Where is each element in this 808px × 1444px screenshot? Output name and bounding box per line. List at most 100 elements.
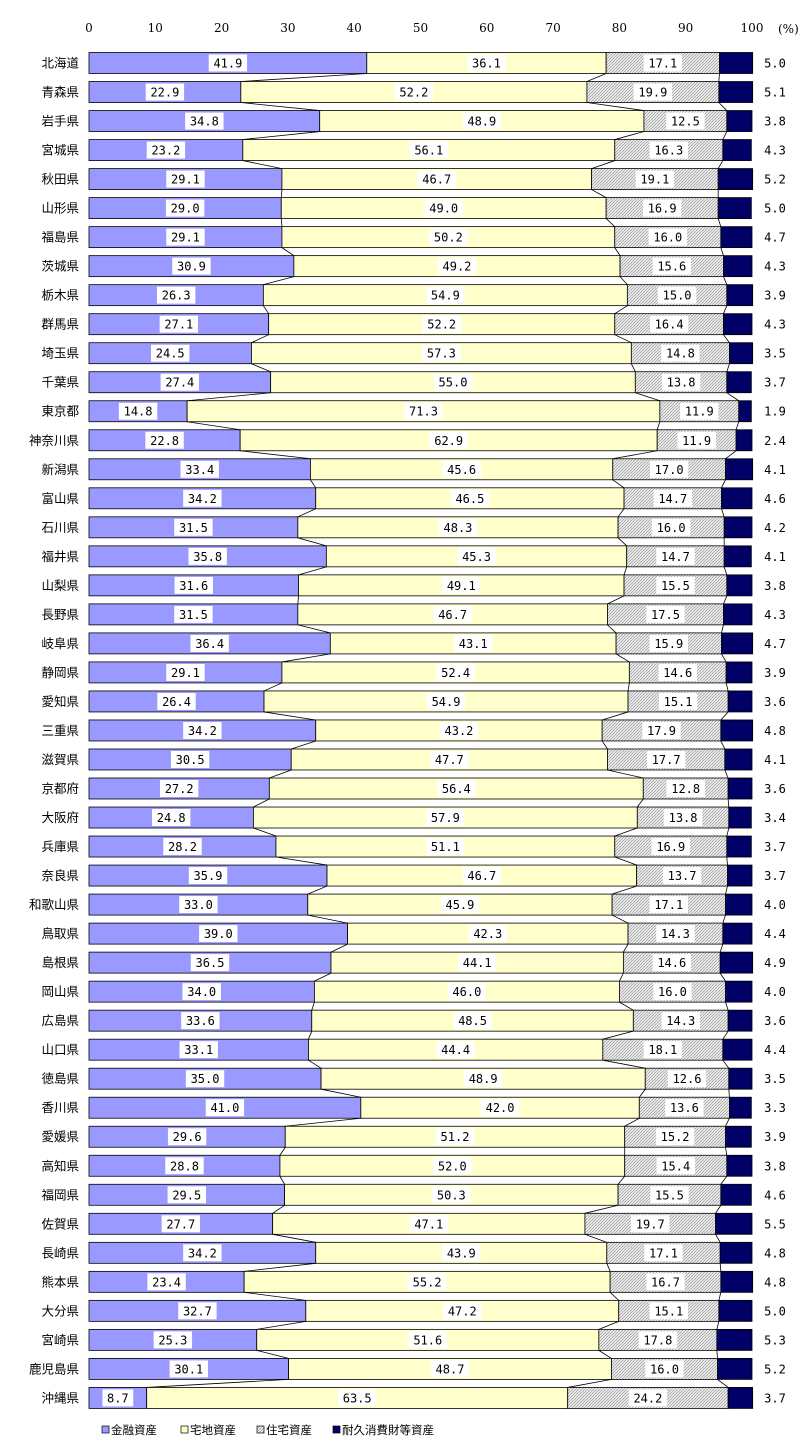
value-label-box bbox=[430, 750, 469, 768]
bar-row: 石川県 31.5 48.3 16.0 4.2 bbox=[41, 516, 786, 539]
value-label: 46.7 bbox=[438, 608, 467, 622]
value-label: 14.8 bbox=[666, 347, 695, 361]
value-label: 31.5 bbox=[179, 608, 208, 622]
value-label-box bbox=[118, 402, 158, 420]
connector-line bbox=[281, 247, 295, 256]
x-tick-label: 80 bbox=[612, 21, 627, 35]
connector-line bbox=[240, 450, 311, 460]
value-label-box bbox=[166, 228, 205, 246]
value-label: 17.7 bbox=[652, 753, 681, 767]
value-label-box bbox=[156, 286, 196, 304]
bar-segment bbox=[726, 835, 752, 858]
connector-line bbox=[723, 566, 728, 575]
connector-line bbox=[720, 247, 724, 256]
value-label-box bbox=[161, 1215, 201, 1233]
x-tick-label: 100 bbox=[741, 21, 764, 35]
value-label-box bbox=[169, 1360, 208, 1378]
value-label-box bbox=[167, 1128, 207, 1146]
value-label: 4.4 bbox=[764, 927, 786, 941]
category-label: 兵庫県 bbox=[41, 839, 79, 854]
value-label: 50.2 bbox=[434, 231, 463, 245]
value-label-box bbox=[666, 780, 705, 797]
category-label: 愛知県 bbox=[41, 694, 79, 709]
value-label: 17.0 bbox=[655, 463, 684, 477]
connector-line bbox=[717, 1379, 729, 1388]
value-label: 4.8 bbox=[764, 1246, 786, 1260]
value-label: 5.1 bbox=[764, 86, 786, 100]
connector-line bbox=[716, 1350, 718, 1359]
value-label-box bbox=[454, 634, 493, 652]
value-label: 35.0 bbox=[191, 1072, 220, 1086]
category-label: 山形県 bbox=[41, 201, 79, 216]
value-label: 16.7 bbox=[651, 1275, 680, 1289]
connector-line bbox=[263, 305, 270, 314]
value-label-box bbox=[159, 780, 199, 797]
value-label-box bbox=[152, 809, 191, 827]
connector-line bbox=[256, 1349, 289, 1359]
category-label: 山梨県 bbox=[41, 578, 79, 593]
legend-label: 住宅資産 bbox=[266, 1423, 312, 1437]
value-label-box bbox=[165, 1157, 204, 1175]
connector-line bbox=[719, 1263, 722, 1272]
value-label: 49.0 bbox=[429, 202, 458, 216]
connector-line bbox=[307, 885, 328, 895]
value-label: 48.9 bbox=[469, 1072, 498, 1086]
bar-row: 山形県 29.0 49.0 16.9 5.0 bbox=[41, 197, 786, 220]
value-label: 3.7 bbox=[764, 840, 786, 854]
value-label: 5.3 bbox=[764, 1333, 786, 1347]
bar-segment bbox=[728, 1067, 753, 1090]
value-label-box bbox=[450, 489, 490, 507]
legend-item: 宅地資産 bbox=[180, 1423, 236, 1437]
value-label-box bbox=[667, 1070, 707, 1088]
connector-line bbox=[187, 392, 271, 402]
value-label: 15.0 bbox=[663, 289, 692, 303]
value-label-box bbox=[457, 547, 496, 565]
connector-line bbox=[611, 885, 637, 895]
value-label: 15.5 bbox=[655, 1188, 684, 1202]
value-label: 17.1 bbox=[654, 898, 683, 912]
value-label-box bbox=[183, 1244, 222, 1262]
value-label: 14.3 bbox=[666, 1014, 695, 1028]
value-label: 5.0 bbox=[764, 1304, 786, 1318]
value-label: 27.7 bbox=[166, 1217, 195, 1231]
value-label: 51.6 bbox=[413, 1333, 442, 1347]
connector-line bbox=[615, 653, 630, 663]
value-label-box bbox=[426, 286, 465, 304]
bar-segment bbox=[727, 864, 753, 887]
value-label-box bbox=[422, 344, 461, 362]
value-label: 54.9 bbox=[431, 289, 460, 303]
connector-line bbox=[619, 276, 628, 285]
connector-line bbox=[720, 1176, 728, 1185]
connector-line bbox=[614, 334, 632, 344]
category-label: 広島県 bbox=[41, 1013, 79, 1028]
bar-row: 山口県 33.1 44.4 18.1 4.4 bbox=[41, 1038, 786, 1061]
value-label-box bbox=[337, 1389, 377, 1407]
value-label-box bbox=[409, 141, 448, 159]
value-label: 31.5 bbox=[179, 521, 208, 535]
category-label: 茨城県 bbox=[41, 259, 79, 274]
bar-segment bbox=[716, 1328, 753, 1351]
value-label: 48.5 bbox=[458, 1014, 487, 1028]
bar-segment bbox=[726, 574, 753, 597]
value-label-box bbox=[649, 141, 688, 159]
bar-segment bbox=[735, 429, 753, 452]
bar-row: 佐賀県 27.7 47.1 19.7 5.5 bbox=[41, 1212, 786, 1235]
connector-line bbox=[256, 1320, 306, 1330]
value-label-box bbox=[180, 460, 219, 478]
connector-line bbox=[251, 334, 269, 344]
value-label: 11.9 bbox=[685, 405, 714, 419]
value-label-box bbox=[183, 721, 222, 739]
value-label: 17.8 bbox=[643, 1333, 672, 1347]
value-label-box bbox=[159, 315, 199, 333]
x-tick-label: 90 bbox=[678, 21, 693, 35]
value-label-box bbox=[185, 1070, 225, 1088]
value-label-box bbox=[146, 141, 186, 159]
value-label-box bbox=[631, 1215, 670, 1233]
connector-line bbox=[725, 1147, 728, 1156]
value-label-box bbox=[442, 1244, 481, 1262]
value-label-box bbox=[661, 344, 700, 362]
value-label-box bbox=[656, 1157, 695, 1175]
value-label-box bbox=[443, 1302, 482, 1320]
connector-line bbox=[591, 189, 607, 198]
